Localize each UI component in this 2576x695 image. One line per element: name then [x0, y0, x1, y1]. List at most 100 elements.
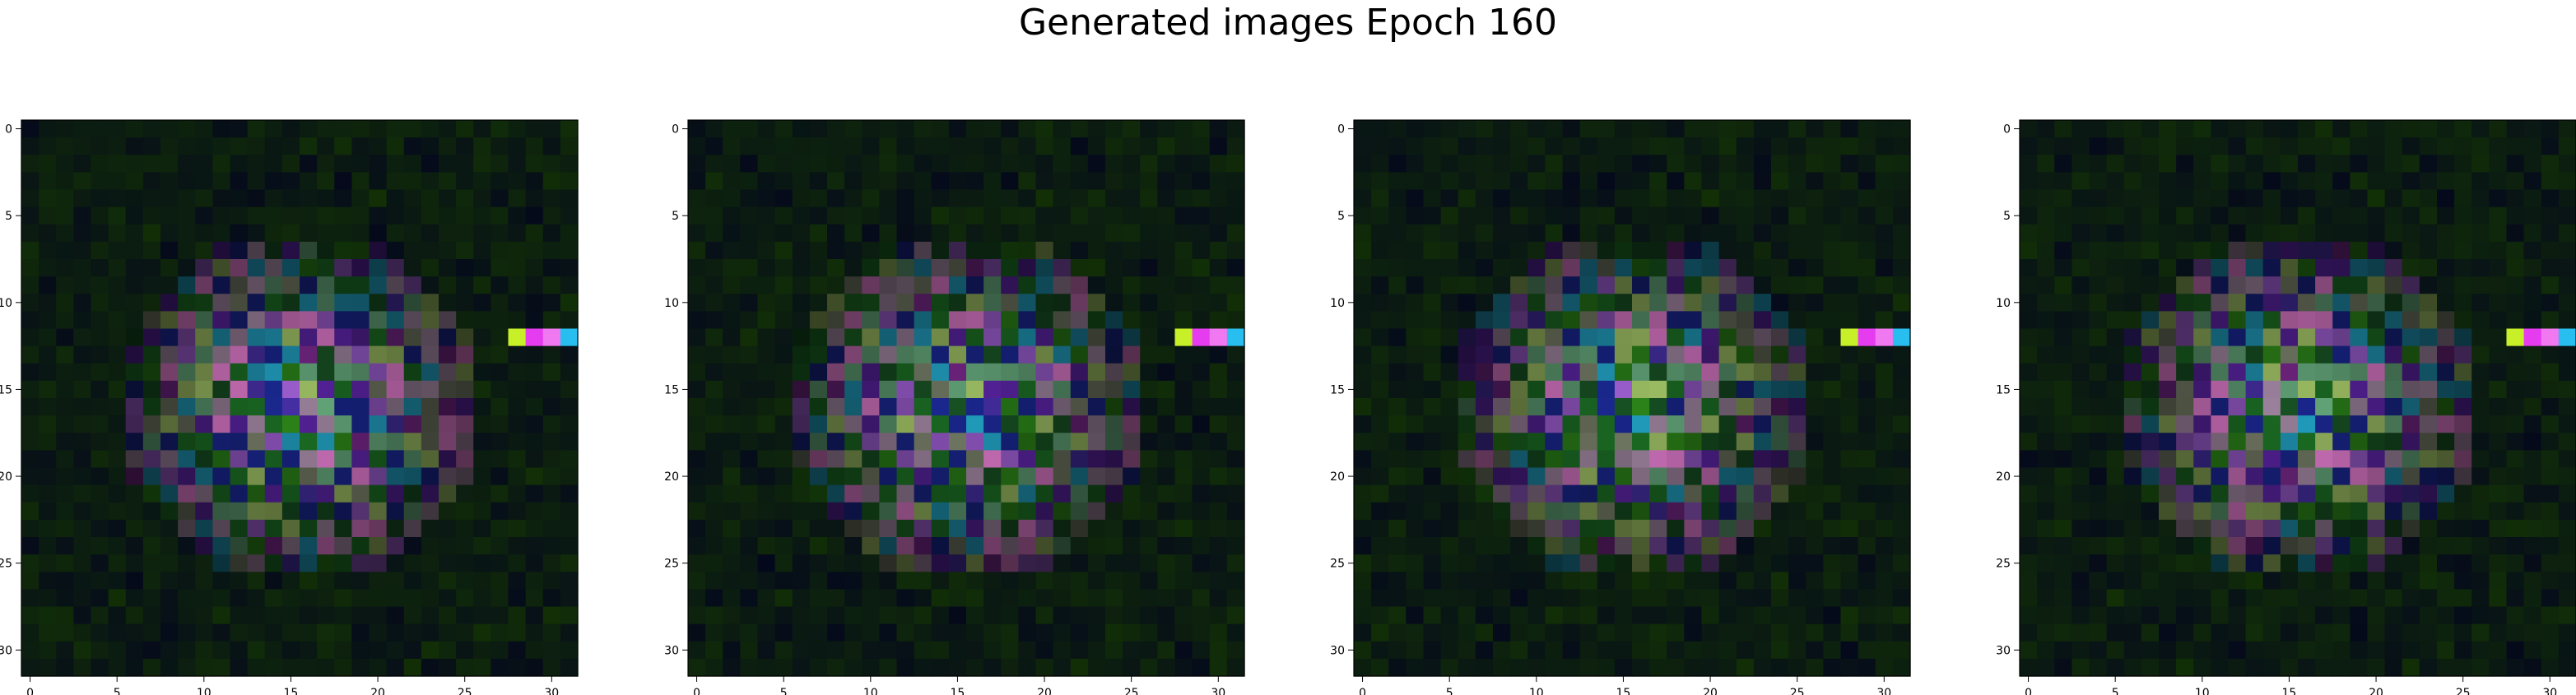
pixel-cell — [1771, 502, 1789, 521]
pixel-cell — [1788, 259, 1806, 277]
pixel-cell — [2071, 519, 2090, 538]
pixel-cell — [317, 572, 335, 590]
y-tick-label: 30 — [1996, 644, 2011, 657]
pixel-cell — [1736, 120, 1755, 138]
pixel-cell — [1823, 380, 1842, 399]
pixel-cell — [2020, 206, 2038, 225]
pixel-cell — [73, 641, 92, 660]
pixel-cell — [2315, 554, 2333, 572]
pixel-cell — [369, 155, 388, 173]
pixel-cell — [1192, 380, 1211, 399]
pixel-cell — [2020, 311, 2038, 330]
pixel-cell — [1649, 345, 1667, 364]
pixel-cell — [456, 259, 474, 277]
pixel-cell — [300, 589, 318, 608]
pixel-cell — [2141, 224, 2160, 243]
pixel-cell — [862, 572, 880, 590]
pixel-cell — [1070, 206, 1089, 225]
pixel-cell — [178, 623, 196, 642]
pixel-cell — [264, 658, 283, 677]
pixel-cell — [2245, 641, 2264, 660]
pixel-cell — [542, 380, 561, 399]
pixel-cell — [2245, 589, 2264, 608]
pixel-cell — [403, 294, 422, 312]
pixel-cell — [1226, 641, 1245, 660]
pixel-cell — [1597, 137, 1616, 155]
pixel-cell — [844, 572, 863, 590]
pixel-cell — [1562, 276, 1581, 294]
pixel-cell — [914, 172, 932, 191]
pixel-cell — [1632, 606, 1650, 625]
pixel-cell — [1892, 224, 1911, 243]
pixel-cell — [1875, 537, 1894, 555]
pixel-cell — [108, 189, 127, 208]
pixel-cell — [247, 641, 266, 660]
pixel-cell — [2454, 502, 2472, 521]
pixel-cell — [1875, 276, 1894, 294]
pixel-cell — [2384, 311, 2403, 330]
pixel-cell — [1018, 484, 1037, 503]
pixel-cell — [212, 415, 231, 433]
pixel-cell — [1087, 155, 1106, 173]
pixel-cell — [2298, 328, 2316, 347]
pixel-cell — [1823, 311, 1842, 330]
pixel-cell — [560, 484, 579, 503]
x-tick-label: 0 — [2025, 687, 2032, 695]
pixel-cell — [1140, 345, 1158, 364]
pixel-cell — [2089, 641, 2108, 660]
pixel-cell — [966, 276, 984, 294]
pixel-cell — [931, 658, 950, 677]
pixel-cell — [142, 433, 161, 451]
pixel-cell — [1070, 658, 1089, 677]
pixel-cell — [879, 363, 898, 382]
axes-frame — [687, 119, 1245, 677]
pixel-cell — [2402, 606, 2420, 625]
pixel-cell — [2141, 537, 2160, 555]
pixel-cell — [1493, 311, 1511, 330]
pixel-cell — [1545, 155, 1564, 173]
pixel-cell — [1684, 415, 1703, 433]
pixel-cell — [1806, 572, 1824, 590]
pixel-cell — [1123, 172, 1141, 191]
pixel-cell — [2262, 294, 2281, 312]
pixel-cell — [264, 311, 283, 330]
pixel-cell — [1718, 641, 1737, 660]
pixel-cell — [896, 589, 915, 608]
pixel-cell — [1545, 554, 1564, 572]
pixel-cell — [1736, 259, 1755, 277]
pixel-cell — [525, 155, 544, 173]
pixel-cell — [2141, 398, 2160, 416]
pixel-cell — [281, 120, 300, 138]
pixel-cell — [1406, 606, 1425, 625]
pixel-cell — [862, 623, 880, 642]
pixel-cell — [1840, 172, 1859, 191]
pixel-cell — [1806, 172, 1824, 191]
pixel-cell — [844, 276, 863, 294]
pixel-cell — [1771, 658, 1789, 677]
pixel-cell — [300, 519, 318, 538]
pixel-cell — [2123, 467, 2142, 486]
pixel-cell — [473, 294, 491, 312]
pixel-cell — [1440, 502, 1459, 521]
pixel-cell — [1614, 241, 1633, 260]
pixel-cell — [1440, 294, 1459, 312]
pixel-cell — [792, 155, 811, 173]
pixel-cell — [914, 328, 932, 347]
x-tick-label: 30 — [2542, 687, 2557, 695]
pixel-cell — [2245, 172, 2264, 191]
pixel-cell — [1140, 189, 1158, 208]
pixel-cell — [1123, 415, 1141, 433]
pixel-cell — [525, 120, 544, 138]
pixel-cell — [1070, 120, 1089, 138]
pixel-cell — [1701, 328, 1720, 347]
pixel-cell — [230, 658, 249, 677]
pixel-cell — [2419, 502, 2438, 521]
pixel-cell — [230, 189, 249, 208]
pixel-cell — [439, 398, 457, 416]
pixel-cell — [827, 537, 845, 555]
pixel-cell — [2211, 554, 2230, 572]
pixel-cell — [1701, 572, 1720, 590]
pixel-cell — [2523, 537, 2542, 555]
pixel-cell — [525, 189, 544, 208]
pixel-cell — [2159, 450, 2177, 469]
